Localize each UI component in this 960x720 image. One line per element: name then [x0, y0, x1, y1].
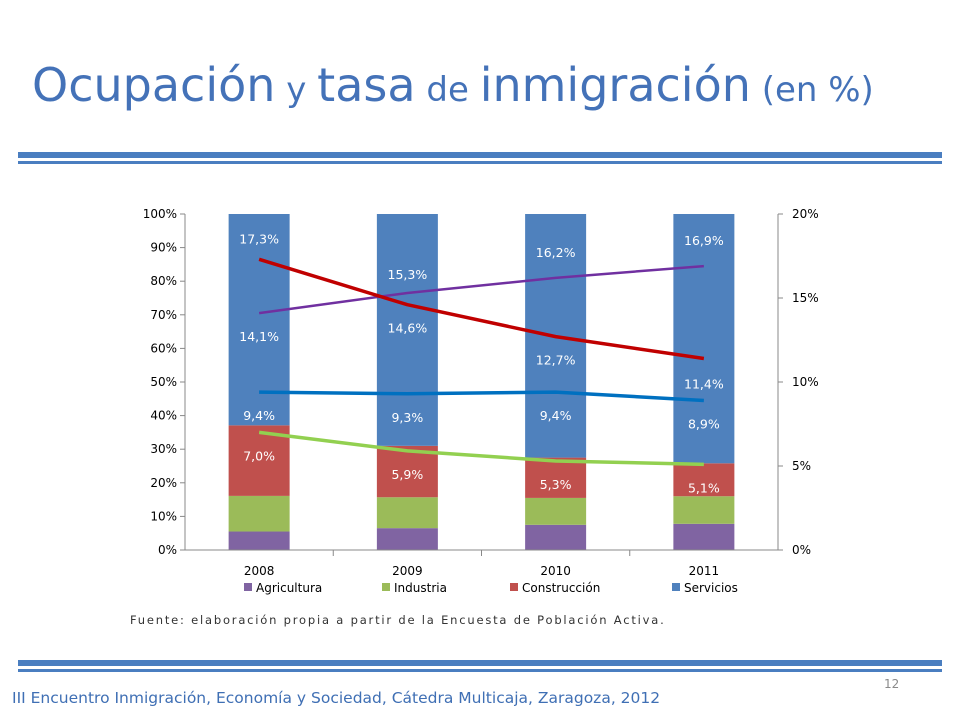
bar-servicios [228, 214, 290, 426]
legend-swatch-servicios [672, 583, 680, 591]
data-label: 14,1% [239, 329, 279, 344]
bar-servicios [376, 214, 438, 446]
line-line_servicios [258, 264, 704, 315]
bar-industria [376, 497, 438, 529]
title-part: tasa [317, 58, 416, 112]
data-label: 9,4% [540, 408, 572, 423]
legend-label: Construcción [522, 581, 600, 595]
legend-label: Servicios [684, 581, 738, 595]
legend-label: Industria [394, 581, 447, 595]
title-part: Ocupación [32, 58, 276, 112]
y-tick-label-left: 40% [150, 409, 177, 423]
x-tick-label: 2010 [540, 564, 571, 578]
slide-title: Ocupación y tasa de inmigración (en %) [32, 58, 874, 112]
line-line_construccion [258, 257, 705, 361]
x-tick-label: 2008 [244, 564, 275, 578]
line-line_agricultura [258, 430, 704, 467]
bar-agricultura [673, 523, 735, 550]
y-tick-label-left: 70% [150, 308, 177, 322]
line-line_industria [259, 390, 704, 403]
source-note: Fuente: elaboración propia a partir de l… [130, 613, 666, 627]
bottom-divider [18, 660, 942, 672]
bar-industria [228, 495, 290, 532]
y-tick-label-right: 20% [792, 207, 819, 221]
y-tick-label-left: 100% [143, 207, 177, 221]
data-label: 9,4% [243, 408, 275, 423]
data-label: 7,0% [243, 448, 275, 463]
y-tick-label-left: 80% [150, 274, 177, 288]
bar-agricultura [228, 531, 290, 550]
bar-construccion [673, 463, 735, 497]
title-part: de [415, 70, 480, 110]
chart: 0% 10% 20% 30% 40% 50% 60% 70% 80% 90% 100% 0% 5% 10%… [143, 207, 819, 595]
bar-construccion [376, 445, 438, 498]
data-label: 8,9% [688, 416, 720, 431]
title-part: (en %) [750, 70, 874, 110]
y-tick-label-left: 60% [150, 341, 177, 355]
data-label: 16,2% [536, 245, 576, 260]
bar-industria [673, 496, 735, 524]
bar-agricultura [376, 528, 438, 550]
data-label: 9,3% [391, 410, 423, 425]
data-label: 5,3% [540, 477, 572, 492]
data-label: 5,9% [391, 467, 423, 482]
data-label: 14,6% [388, 321, 428, 336]
legend-label: Agricultura [256, 581, 322, 595]
y-tick-label-left: 50% [150, 375, 177, 389]
data-label: 17,3% [239, 231, 279, 246]
data-label: 16,9% [684, 233, 724, 248]
y-tick-label-left: 0% [158, 543, 177, 557]
footer-text: III Encuentro Inmigración, Economía y So… [12, 689, 661, 707]
bar-agricultura [525, 524, 587, 550]
legend-swatch-construccion [510, 583, 518, 591]
x-tick-label: 2011 [689, 564, 720, 578]
legend-swatch-industria [382, 583, 390, 591]
bar-industria [525, 497, 587, 525]
title-part: inmigración [479, 58, 751, 112]
bar-servicios [673, 214, 735, 464]
y-tick-label-right: 5% [792, 459, 811, 473]
y-tick-label-left: 30% [150, 442, 177, 456]
data-label: 15,3% [388, 267, 428, 282]
y-tick-label-left: 20% [150, 476, 177, 490]
y-tick-label-right: 15% [792, 291, 819, 305]
bar-construccion [525, 457, 587, 498]
y-tick-label-left: 10% [150, 509, 177, 523]
y-tick-label-left: 90% [150, 241, 177, 255]
title-part: y [275, 70, 318, 110]
data-label: 5,1% [688, 480, 720, 495]
legend-swatch-agricultura [244, 583, 252, 591]
y-tick-label-right: 0% [792, 543, 811, 557]
data-label: 12,7% [536, 353, 576, 368]
y-tick-label-right: 10% [792, 375, 819, 389]
x-tick-label: 2009 [392, 564, 423, 578]
data-label: 11,4% [684, 376, 724, 391]
page-number: 12 [884, 677, 900, 691]
top-divider [18, 152, 942, 164]
bar-construccion [228, 425, 290, 496]
